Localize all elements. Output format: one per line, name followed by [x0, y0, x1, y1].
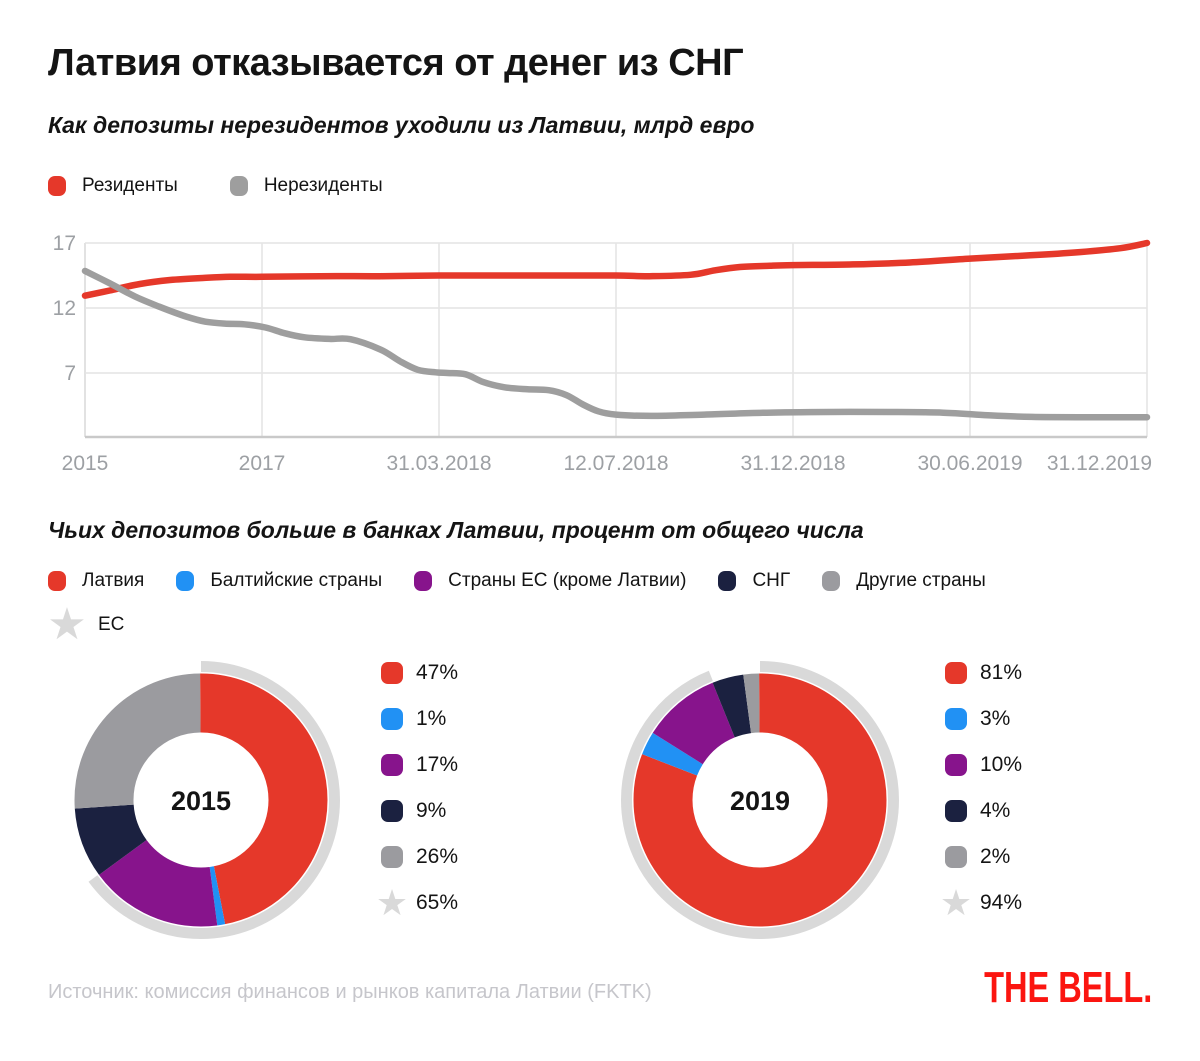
legend-label: 10% — [980, 753, 1023, 776]
legend-item: 47% — [381, 650, 458, 696]
source-note: Источник: комиссия финансов и рынков кап… — [48, 981, 652, 1003]
legend-label: 65% — [416, 891, 459, 914]
donut-slice-Страны ЕС (кроме Латвии) — [74, 673, 328, 927]
legend-swatch — [945, 846, 967, 868]
legend-label: 26% — [416, 845, 459, 868]
legend-item: Страны ЕС (кроме Латвии) — [414, 570, 686, 592]
legend-swatch — [381, 846, 403, 868]
donut-year-label: 2015 — [171, 786, 231, 816]
legend-swatch — [176, 571, 195, 591]
x-tick-label: 2015 — [62, 452, 109, 475]
donut-legend-row-2: ★ ЕС — [47, 600, 986, 649]
legend-label: ЕС — [98, 614, 125, 635]
legend-label: 47% — [416, 661, 459, 684]
eu-star-icon: ★ — [47, 600, 87, 649]
eu-share-arc — [621, 661, 899, 939]
x-tick-label: 30.06.2019 — [917, 452, 1022, 475]
x-tick-label: 31.12.2018 — [740, 452, 845, 475]
legend-label: Страны ЕС (кроме Латвии) — [448, 570, 687, 591]
legend-item: 2% — [945, 834, 1022, 880]
legend-item: 4% — [945, 788, 1022, 834]
legend-label: СНГ — [752, 570, 791, 591]
donut-chart-2015: 2015 — [62, 661, 340, 939]
legend-label: 17% — [416, 753, 459, 776]
legend-item: 26% — [381, 834, 458, 880]
legend-item: 9% — [381, 788, 458, 834]
legend-item: СНГ — [718, 570, 790, 592]
x-tick-label: 31.03.2018 — [386, 452, 491, 475]
donut-chart-2019: 2019 — [621, 661, 899, 939]
eu-star-icon: ★ — [939, 882, 973, 923]
x-tick-label: 31.12.2019 — [1047, 452, 1152, 475]
y-tick-label: 7 — [64, 362, 76, 385]
legend-label: 94% — [980, 891, 1023, 914]
legend-item: 17% — [381, 742, 458, 788]
donut-year-label: 2019 — [730, 786, 790, 816]
legend-swatch — [945, 800, 967, 822]
eu-star-icon: ★ — [375, 882, 409, 923]
legend-swatch — [381, 754, 403, 776]
legend-item: Нерезиденты — [229, 175, 383, 197]
legend-item: Латвия — [48, 570, 144, 592]
legend-label: Нерезиденты — [263, 175, 383, 196]
legend-label: 4% — [980, 799, 1011, 822]
legend-swatch — [48, 176, 66, 196]
legend-swatch — [945, 708, 967, 730]
donut-section-legend: Латвия Балтийские страны Страны ЕС (кроме … — [47, 570, 986, 649]
legend-swatch — [381, 800, 403, 822]
legend-label: Балтийские страны — [210, 570, 383, 591]
line-chart-legend: Резиденты Нерезиденты — [48, 175, 383, 197]
legend-swatch — [381, 708, 403, 730]
y-tick-label: 12 — [53, 297, 76, 320]
legend-item: 81% — [945, 650, 1022, 696]
donut-slice-Другие страны — [633, 673, 887, 927]
legend-item: ★ 94% — [939, 880, 1023, 926]
line-chart: 2015 2017 31.03.2018 12.07.2018 31.12.2018 30… — [53, 232, 1152, 475]
legend-swatch — [229, 176, 248, 196]
legend-swatch — [414, 571, 433, 591]
legend-label: 1% — [416, 707, 447, 730]
legend-label: Другие страны — [856, 570, 986, 591]
legend-item: 10% — [945, 742, 1022, 788]
y-tick-label: 17 — [53, 232, 76, 255]
legend-swatch — [945, 754, 967, 776]
legend-label: 2% — [980, 845, 1011, 868]
page-title: Латвия отказывается от денег из СНГ — [48, 42, 744, 84]
eu-share-arc — [62, 661, 340, 939]
legend-item: Резиденты — [48, 175, 178, 197]
legend-label: Латвия — [82, 570, 145, 591]
the-bell-logo: THE BELL. — [983, 963, 1152, 1012]
x-tick-label: 12.07.2018 — [563, 452, 668, 475]
legend-label: 3% — [980, 707, 1011, 730]
legend-label: 81% — [980, 661, 1023, 684]
donut-2015-legend: 47% 1% 17% 9% 26% ★ 65% — [375, 650, 459, 926]
legend-item: ★ 65% — [375, 880, 459, 926]
legend-item: 3% — [945, 696, 1022, 742]
legend-swatch — [822, 571, 841, 591]
legend-swatch — [381, 662, 403, 684]
legend-label: Резиденты — [82, 175, 178, 196]
legend-item: 1% — [381, 696, 458, 742]
donut-section-title: Чьих депозитов больше в банках Латвии, п… — [48, 517, 864, 543]
line-series-Нерезиденты — [81, 267, 1151, 421]
donut-2019-legend: 81% 3% 10% 4% 2% ★ 94% — [939, 650, 1023, 926]
legend-swatch — [945, 662, 967, 684]
line-series-Резиденты — [81, 239, 1151, 299]
legend-item: Другие страны — [822, 570, 986, 592]
x-tick-label: 2017 — [239, 452, 286, 475]
legend-item: ★ ЕС — [47, 600, 125, 649]
legend-label: 9% — [416, 799, 447, 822]
line-chart-subtitle: Как депозиты нерезидентов уходили из Лат… — [48, 112, 755, 138]
legend-swatch — [48, 571, 66, 591]
donut-slice-Другие страны — [74, 673, 328, 927]
legend-swatch — [718, 571, 737, 591]
donut-legend-row-1: Латвия Балтийские страны Страны ЕС (кроме … — [48, 570, 986, 592]
legend-item: Балтийские страны — [176, 570, 382, 592]
